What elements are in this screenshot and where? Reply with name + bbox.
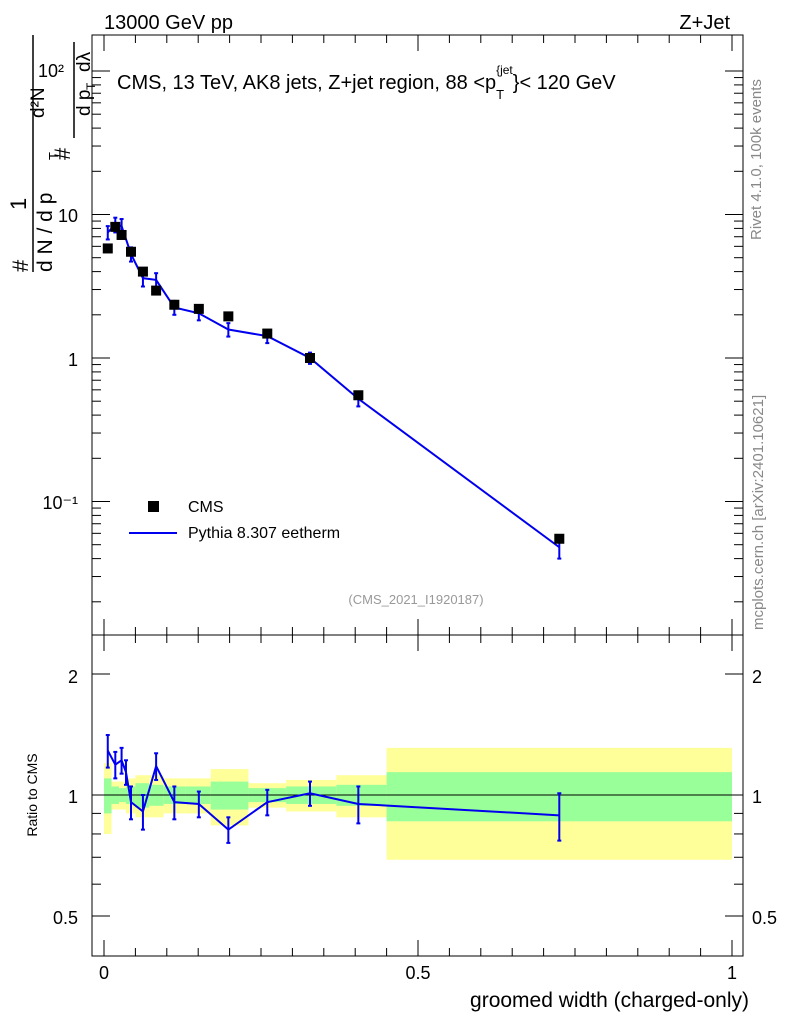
ylabel-lower-t: T — [46, 152, 61, 160]
ylabel-upper-t: T — [84, 82, 98, 90]
ytick-label-100: 10² — [38, 61, 64, 81]
ylabel-hash-left: # — [8, 259, 33, 272]
analysis-watermark: (CMS_2021_I1920187) — [348, 592, 483, 607]
main-series — [102, 216, 565, 560]
cms-data-point — [102, 243, 113, 254]
cms-data-point — [126, 246, 137, 257]
ratio-ytick-right-0p5: 0.5 — [752, 908, 777, 928]
ylabel-n: d²N — [28, 87, 49, 118]
ylabel-hash-right: # — [50, 147, 75, 160]
ratio-ylabel: Ratio to CMS — [24, 753, 40, 836]
ratio-ticks — [92, 635, 743, 956]
main-ticks — [92, 35, 743, 635]
cms-data-point — [193, 303, 204, 314]
cms-data-point — [223, 311, 234, 322]
xtick-label-1: 1 — [727, 963, 737, 983]
version-label: Rivet 4.1.0, 100k events — [748, 79, 765, 240]
cms-data-point — [116, 229, 127, 240]
main-frame — [91, 34, 744, 636]
ratio-ytick-right-2: 2 — [752, 667, 762, 687]
ratio-ytick-left-2: 2 — [68, 667, 78, 687]
cms-data-point — [151, 285, 162, 296]
ratio-series — [105, 734, 562, 844]
cms-data-point — [262, 328, 273, 339]
main-tick-labels: 10² 10 1 10⁻¹ — [38, 61, 78, 513]
legend-label-cms: CMS — [188, 499, 224, 516]
header-left: 13000 GeV pp — [104, 12, 233, 34]
cms-data-point — [110, 221, 121, 232]
cms-data-point — [353, 390, 364, 401]
ratio-ytick-left-0p5: 0.5 — [53, 908, 78, 928]
xtick-label-0: 0 — [99, 963, 109, 983]
mc-line — [107, 223, 560, 549]
xtick-labels: 0 0.5 1 — [99, 963, 737, 983]
ylabel-lambda: dλ — [74, 51, 95, 72]
source-label: mcplots.cern.ch [arXiv:2401.10621] — [750, 395, 767, 630]
x-axis-label: groomed width (charged-only) — [470, 989, 749, 1012]
ratio-ytick-right-1: 1 — [752, 787, 762, 807]
ytick-label-0p1: 10⁻¹ — [42, 493, 78, 513]
cms-data-point — [304, 353, 315, 363]
main-ylabel: # 1 d N / d p T # d²N d p T dλ — [6, 35, 98, 272]
cms-data-point — [169, 299, 180, 310]
ratio-panel: 2 1 0.5 2 1 0.5 Ratio to CMS 0 0.5 1 gro… — [24, 634, 777, 1012]
header-right: Z+Jet — [679, 12, 730, 34]
ylabel-lower: d N / d p — [34, 193, 57, 272]
cms-data-point — [554, 533, 565, 544]
ylabel-one: 1 — [6, 198, 31, 210]
ytick-label-1: 1 — [68, 350, 78, 370]
ratio-band-inner — [104, 778, 112, 814]
xtick-label-0p5: 0.5 — [405, 963, 430, 983]
ratio-ytick-left-1: 1 — [68, 787, 78, 807]
ytick-label-10: 10 — [58, 206, 78, 226]
legend-marker-cms — [148, 501, 159, 512]
legend: CMS Pythia 8.307 eetherm — [129, 499, 340, 542]
chart-title: CMS, 13 TeV, AK8 jets, Z+jet region, 88 … — [117, 63, 616, 102]
ratio-band-inner — [210, 781, 249, 810]
ylabel-upper: d p — [74, 90, 95, 116]
main-panel: 10² 10 1 10⁻¹ CMS, 13 TeV, AK8 jets, Z+j… — [38, 34, 744, 636]
cms-data-point — [137, 266, 148, 277]
legend-label-pythia: Pythia 8.307 eetherm — [188, 525, 340, 542]
ratio-ytick-labels: 2 1 0.5 2 1 0.5 — [53, 667, 777, 928]
